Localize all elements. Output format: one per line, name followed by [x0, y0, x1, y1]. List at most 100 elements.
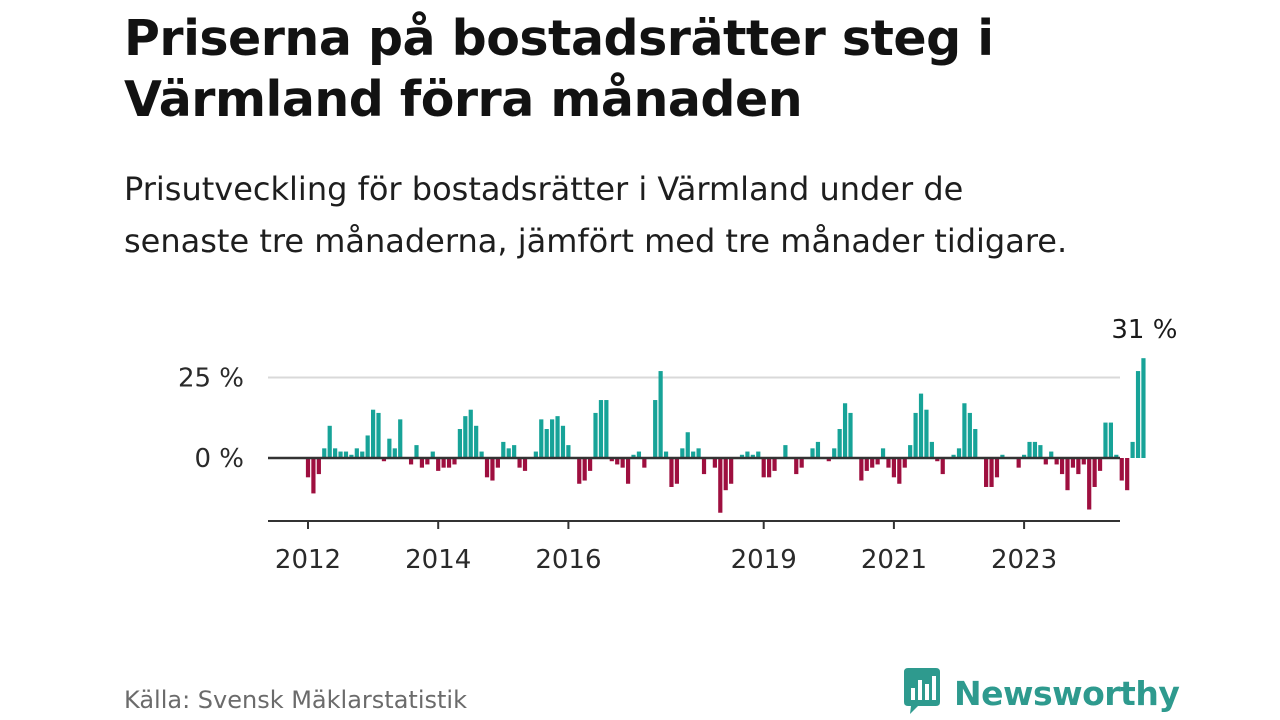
bar-chart: 0 % 25 % 2012 2014 2016 2019 2021 2023 31 % — [178, 315, 1178, 575]
bar — [1049, 451, 1054, 458]
bar — [371, 409, 376, 458]
bar — [842, 403, 848, 458]
bar — [408, 458, 414, 465]
bar — [311, 458, 316, 494]
source-text: Källa: Svensk Mäklarstatistik — [124, 686, 467, 714]
chart-subtitle: Prisutveckling för bostadsrätter i Värml… — [124, 170, 1068, 260]
bar — [598, 400, 604, 458]
bar — [1108, 422, 1113, 458]
bar — [929, 441, 934, 458]
bar — [522, 458, 528, 471]
bar — [696, 448, 701, 458]
bar — [392, 448, 397, 458]
bar — [506, 448, 511, 458]
bar — [951, 454, 956, 458]
bar — [723, 458, 728, 491]
bar — [924, 409, 929, 458]
bar — [1016, 458, 1021, 468]
bar — [832, 448, 837, 458]
bar — [446, 458, 452, 468]
peak-value-label: 31 % — [1111, 315, 1177, 345]
bar — [436, 458, 441, 471]
bar — [490, 458, 495, 481]
y-tick-label: 25 % — [178, 364, 244, 394]
bar — [387, 438, 392, 458]
bar — [1125, 458, 1130, 491]
bar — [940, 458, 945, 475]
bar — [533, 451, 538, 458]
bar — [398, 419, 403, 458]
bar — [772, 458, 777, 471]
bar — [848, 412, 853, 458]
bar — [463, 416, 468, 458]
bar — [685, 432, 690, 458]
bar — [962, 403, 967, 458]
bar — [1043, 458, 1048, 465]
bar — [642, 458, 647, 468]
bar — [425, 458, 430, 465]
brand-logo[interactable]: Newsworthy — [902, 668, 1180, 718]
bar — [1119, 458, 1124, 481]
bar — [1022, 454, 1027, 458]
bar — [739, 454, 745, 458]
bar — [566, 445, 571, 458]
bar — [365, 435, 370, 458]
bar — [674, 458, 679, 484]
bar — [360, 451, 365, 458]
bar — [897, 458, 902, 484]
bar — [712, 458, 717, 468]
bar — [1103, 422, 1108, 458]
axis-layer: 0 % 25 % 2012 2014 2016 2019 2021 2023 31 % — [178, 315, 1178, 575]
bar — [891, 458, 896, 478]
bar — [555, 416, 560, 458]
x-tick-label: 2016 — [535, 545, 601, 575]
bar — [474, 425, 479, 458]
bar — [989, 458, 994, 487]
bar — [512, 445, 517, 458]
bar — [322, 448, 327, 458]
bar-layer — [305, 358, 1146, 513]
bar — [544, 429, 549, 458]
bar — [333, 448, 338, 458]
bar — [381, 458, 387, 462]
bar — [913, 412, 918, 458]
bar — [859, 458, 864, 481]
bar — [1027, 441, 1032, 458]
bar — [956, 448, 962, 458]
bar — [479, 451, 484, 458]
bar — [918, 393, 924, 458]
bar — [327, 425, 332, 458]
bar — [973, 429, 978, 458]
bar — [663, 451, 669, 458]
bar — [349, 454, 354, 458]
x-tick-label: 2012 — [275, 545, 341, 575]
bar — [967, 412, 972, 458]
bar — [935, 458, 940, 462]
chart-title: Priserna på bostadsrätter steg i Värmlan… — [124, 10, 994, 128]
bar — [625, 458, 631, 484]
bar — [550, 419, 555, 458]
bar — [609, 458, 614, 462]
bar — [484, 458, 490, 478]
bar — [886, 458, 891, 468]
bar — [799, 458, 804, 468]
bar — [1059, 458, 1065, 475]
bar — [539, 419, 544, 458]
bar — [468, 409, 473, 458]
bar — [414, 445, 419, 458]
bar — [501, 441, 506, 458]
bar — [582, 458, 587, 481]
bar — [1076, 458, 1081, 475]
bar — [338, 451, 343, 458]
bar — [1038, 445, 1043, 458]
bar — [680, 448, 685, 458]
bar — [837, 429, 842, 458]
bar — [984, 458, 989, 487]
bar — [653, 400, 658, 458]
bar — [783, 445, 788, 458]
bar — [1092, 458, 1097, 487]
bar — [691, 451, 696, 458]
bar-chart-speech-bubble-icon — [902, 668, 942, 718]
bar — [1000, 454, 1005, 458]
bar — [1065, 458, 1070, 491]
